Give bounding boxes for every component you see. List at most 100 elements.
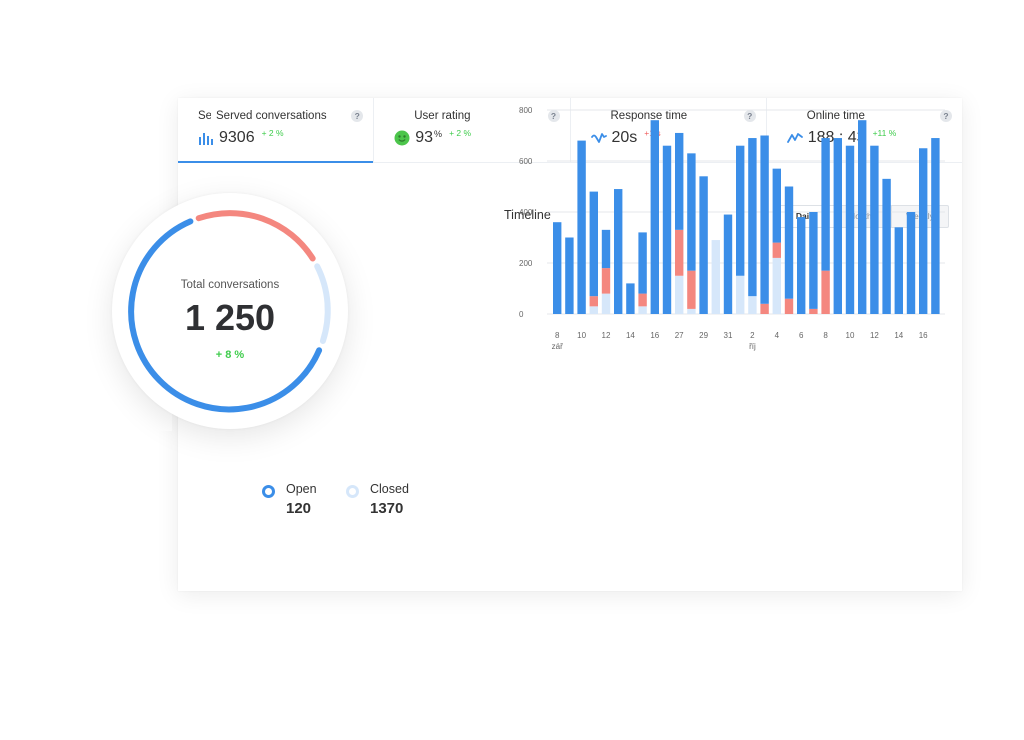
chart-bar-segment[interactable] (650, 120, 659, 314)
stat-label: Response time (610, 110, 688, 122)
chart-bar-segment[interactable] (784, 186, 794, 299)
help-icon[interactable]: ? (940, 110, 952, 122)
stat-label-clipped: Ser (198, 110, 211, 122)
chart-bar-segment[interactable] (736, 275, 745, 314)
chart-bar-segment[interactable] (675, 132, 684, 230)
y-tick-label: 400 (519, 208, 533, 217)
help-icon[interactable]: ? (351, 110, 364, 122)
chart-bar-segment[interactable] (589, 306, 598, 314)
chart-bar-segment[interactable] (894, 227, 903, 314)
stat-value: 20s (611, 129, 638, 146)
x-tick-label: 16 (650, 331, 659, 340)
chart-bar-segment[interactable] (736, 145, 745, 276)
stat-label: Served conversations (216, 110, 327, 122)
legend-closed-value: 1370 (370, 500, 404, 517)
timeline-title: Timeline (504, 208, 551, 222)
x-tick-label: 14 (894, 331, 903, 340)
chart-bar-segment[interactable] (589, 191, 598, 297)
total-delta: + 8 % (215, 349, 245, 361)
timeline-chart: 0 200 400 600 800 8 zář 10 12 14 16 27 29 31 2 říj 4 6 8 10… (519, 106, 945, 351)
x-tick-label: 12 (870, 331, 879, 340)
chart-bar-segment[interactable] (565, 237, 574, 315)
x-tick-label: 6 (799, 331, 804, 340)
help-icon[interactable]: ? (547, 110, 560, 122)
chart-bar-segment[interactable] (882, 178, 891, 314)
chart-bar-segment[interactable] (931, 138, 940, 314)
stat-delta: +11 % (872, 128, 897, 138)
chart-bar-segment[interactable] (687, 308, 696, 314)
chart-bar-segment[interactable] (845, 145, 855, 314)
chart-bar-segment[interactable] (748, 296, 757, 314)
y-tick-label: 600 (519, 157, 533, 166)
chart-bar-segment[interactable] (638, 293, 647, 307)
x-tick-label: 10 (577, 331, 586, 340)
response-wave-icon (590, 130, 607, 146)
chart-bar-segment[interactable] (711, 240, 720, 314)
chart-bar-segment[interactable] (601, 229, 611, 269)
chart-bar-segment[interactable] (675, 229, 684, 276)
legend-open-label: Open (286, 482, 317, 496)
x-tick-label: 8 (823, 331, 828, 340)
y-tick-label: 200 (519, 259, 533, 268)
stat-user-rating[interactable]: User rating ? 93 % + 2 % (374, 98, 571, 162)
smiley-icon (394, 130, 410, 146)
chart-bar-segment[interactable] (687, 270, 696, 309)
chart-bar-segment[interactable] (760, 303, 769, 314)
total-value: 1 250 (184, 297, 276, 338)
stat-value: 93 (415, 129, 434, 146)
ring-open-arc (128, 218, 323, 413)
ring-missed-arc (195, 210, 316, 262)
chart-bar-segment[interactable] (723, 214, 733, 314)
chart-bar-segment[interactable] (577, 140, 586, 314)
stat-served-conversations[interactable]: Ser Served conversations ? 9306 + 2 % (178, 98, 375, 163)
chart-bar-segment[interactable] (662, 145, 672, 314)
total-ring (128, 210, 331, 413)
chart-bar-segment[interactable] (833, 138, 842, 314)
stat-delta: + 2 % (449, 128, 472, 138)
chart-bar-segment[interactable] (797, 217, 806, 314)
total-conversations-bubble: Total conversations 1 250 + 8 % (112, 193, 348, 433)
chart-bar-segment[interactable] (638, 232, 647, 294)
open-dot-icon (262, 485, 275, 498)
chart-bar-segment[interactable] (589, 296, 598, 307)
chart-bar-segment[interactable] (638, 306, 647, 314)
ring-closed-arc (314, 263, 331, 344)
chart-bar-segment[interactable] (858, 120, 867, 314)
chart-bar-segment[interactable] (699, 176, 708, 314)
chart-bar-segment[interactable] (772, 242, 781, 258)
x-tick-label: 12 (602, 331, 611, 340)
chart-bar-segment[interactable] (626, 283, 635, 314)
total-conversations-card: Total conversations 1 250 + 8 % (112, 193, 348, 429)
x-tick-label: 16 (919, 331, 928, 340)
x-tick-sublabel: říj (749, 342, 756, 351)
pulse-icon (786, 130, 803, 146)
x-tick-label: 10 (846, 331, 855, 340)
stat-response-time[interactable]: Response time ? 20s +1 s (571, 98, 767, 162)
chart-bar-segment[interactable] (614, 189, 623, 314)
chart-bar-segment[interactable] (553, 222, 562, 314)
legend-closed-label: Closed (370, 482, 409, 496)
x-tick-sublabel: zář (552, 342, 563, 351)
chart-bar-segment[interactable] (601, 268, 611, 294)
chart-bar-segment[interactable] (772, 257, 781, 314)
help-icon[interactable]: ? (743, 110, 756, 122)
chart-bar-segment[interactable] (870, 145, 879, 314)
chart-bar-segment[interactable] (748, 138, 757, 297)
chart-bar-segment[interactable] (772, 168, 781, 243)
chart-bar-segment[interactable] (919, 148, 928, 314)
chart-bar-segment[interactable] (675, 275, 684, 314)
total-label: Total conversations (180, 279, 280, 291)
chart-bar-segment[interactable] (809, 308, 818, 314)
bar-chart-icon (198, 130, 214, 146)
chart-bar-segment[interactable] (687, 153, 696, 271)
stat-label: Online time (806, 110, 865, 122)
chart-bar-segment[interactable] (906, 212, 916, 314)
chart-bar-segment[interactable] (821, 270, 830, 314)
chart-bar-segment[interactable] (821, 138, 830, 271)
chart-bar-segment[interactable] (760, 135, 769, 304)
chart-bar-segment[interactable] (809, 212, 818, 309)
chart-bar-segment[interactable] (601, 293, 611, 314)
closed-dot-icon (346, 485, 359, 498)
x-tick-label: 14 (626, 331, 635, 340)
chart-bar-segment[interactable] (784, 298, 794, 314)
